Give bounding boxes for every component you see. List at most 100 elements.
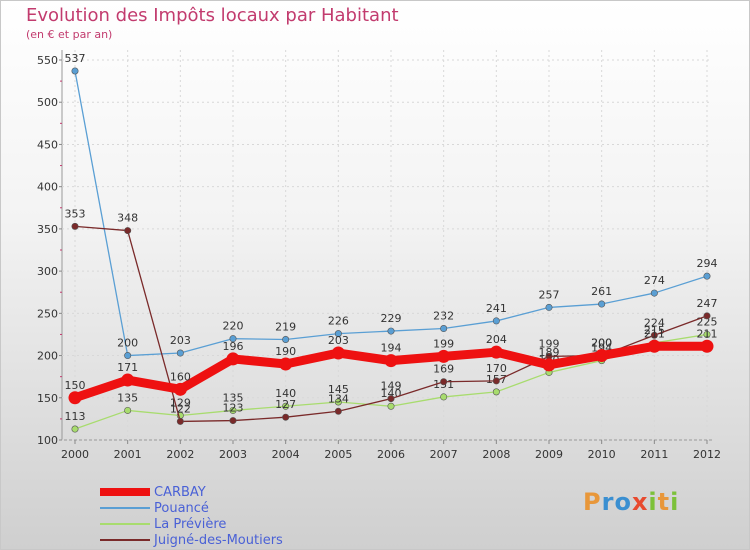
data-label: 247 [697,297,718,310]
data-label: 200 [117,337,138,350]
data-point [331,346,345,360]
data-point [282,336,290,344]
chart-legend: CARBAY Pouancé La Prévière Juigné-des-Mo… [100,484,283,548]
x-tick-label: 2000 [61,448,89,461]
data-label: 261 [591,285,612,298]
data-label: 169 [433,363,454,376]
data-label: 127 [275,398,296,411]
y-tick-label: 350 [37,223,58,236]
data-label: 123 [223,402,244,415]
data-label: 149 [381,380,402,393]
data-point [492,388,500,396]
x-tick-label: 2005 [324,448,352,461]
data-point [71,425,79,433]
data-label: 200 [591,337,612,350]
data-label: 150 [65,379,86,392]
legend-label: La Prévière [154,516,227,532]
line-chart: 100 150 200 250 300 350 400 450 500 550 2000 2001 20… [37,50,721,461]
data-point [387,402,395,410]
data-label: 211 [644,327,665,340]
data-label: 294 [697,257,718,270]
legend-item-pouance: Pouancé [100,500,283,516]
data-label: 229 [381,312,402,325]
x-tick-label: 2007 [430,448,458,461]
y-tick-label: 150 [37,392,58,405]
data-label: 219 [275,321,296,334]
data-label: 189 [539,346,560,359]
data-point [542,358,556,372]
data-point [173,382,187,396]
data-label: 190 [275,345,296,358]
y-tick-label: 200 [37,350,58,363]
data-point [440,378,448,386]
data-point [703,272,711,280]
data-point [176,349,184,357]
y-tick-label: 400 [37,181,58,194]
x-tick-label: 2009 [535,448,563,461]
legend-label: Pouancé [154,500,209,516]
proxiti-logo: Proxiti [583,488,680,516]
data-label: 203 [328,334,349,347]
data-label: 224 [644,316,665,329]
data-point [489,345,503,359]
y-tick-label: 300 [37,265,58,278]
data-label: 135 [117,391,138,404]
y-tick-label: 100 [37,434,58,447]
data-point [700,339,714,353]
legend-swatch [100,523,150,525]
data-label: 220 [223,320,244,333]
data-point [334,398,342,406]
data-label: 170 [486,362,507,375]
data-point [124,406,132,414]
data-label: 196 [223,340,244,353]
legend-swatch [100,507,150,509]
data-point [384,354,398,368]
legend-item-carbay: CARBAY [100,484,283,500]
y-tick-label: 500 [37,96,58,109]
data-point [176,417,184,425]
data-point [282,413,290,421]
data-label: 145 [328,383,349,396]
x-tick-label: 2004 [272,448,300,461]
data-label: 348 [117,212,138,225]
data-label: 232 [433,310,454,323]
data-label: 140 [275,387,296,400]
data-label: 537 [65,52,86,65]
data-point [492,377,500,385]
data-label: 129 [170,397,191,410]
data-label: 257 [539,288,560,301]
data-point [229,417,237,425]
data-label: 203 [170,334,191,347]
x-tick-label: 2008 [482,448,510,461]
data-point [121,373,135,387]
x-tick-label: 2006 [377,448,405,461]
data-label: 241 [486,302,507,315]
legend-label: Juigné-des-Moutiers [154,532,283,548]
data-label: 135 [223,391,244,404]
data-label: 353 [65,207,86,220]
chart-subtitle: (en € et par an) [26,28,113,41]
y-tick-label: 250 [37,307,58,320]
data-label: 134 [328,392,349,405]
legend-item-la-previere: La Prévière [100,516,283,532]
data-point [282,402,290,410]
data-label: 160 [170,370,191,383]
data-label: 171 [117,361,138,374]
data-point [647,339,661,353]
data-point [71,222,79,230]
data-point [71,67,79,75]
legend-swatch [100,539,150,541]
x-tick-label: 2012 [693,448,721,461]
data-point [229,335,237,343]
x-tick-label: 2010 [588,448,616,461]
data-label: 211 [697,327,718,340]
data-point [492,317,500,325]
data-label: 204 [486,333,507,346]
data-label: 274 [644,274,665,287]
data-point [68,391,82,405]
data-point [124,352,132,360]
data-point [334,330,342,338]
data-label: 122 [170,402,191,415]
data-point [279,357,293,371]
